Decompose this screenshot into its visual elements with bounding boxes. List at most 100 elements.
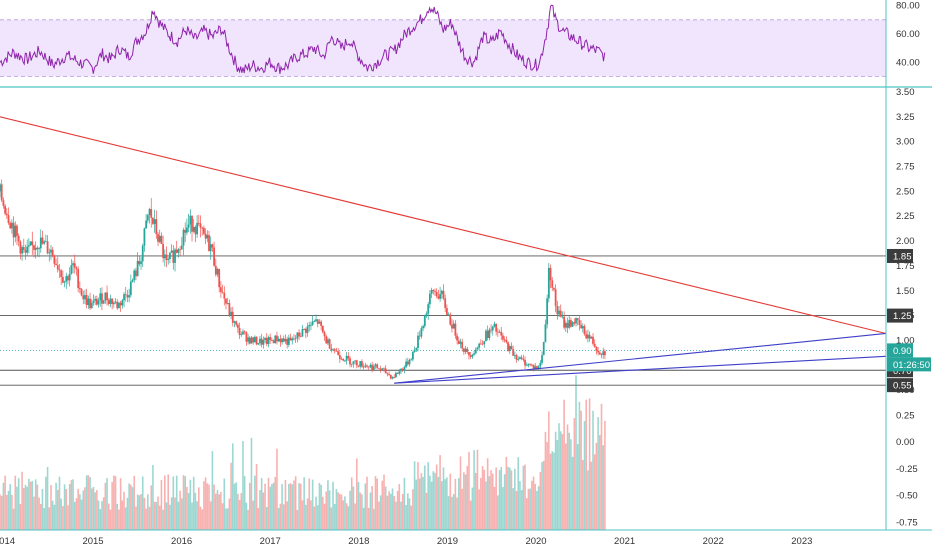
candle-body — [398, 371, 401, 374]
volume-bar — [393, 496, 396, 530]
candle-body — [355, 360, 358, 366]
volume-bar — [157, 496, 159, 530]
volume-tick-label: 0.25 — [896, 410, 915, 421]
time-tick-label: 2015 — [82, 536, 103, 547]
volume-bar — [252, 500, 254, 530]
candle-body — [459, 341, 462, 344]
candle-body — [55, 263, 57, 266]
candle-body — [469, 355, 472, 357]
candle-body — [308, 324, 311, 327]
candle-body — [581, 326, 584, 329]
candle-body — [576, 317, 579, 320]
candle-body — [320, 321, 323, 326]
candle-body — [559, 310, 562, 317]
volume-bar — [565, 443, 567, 530]
candle-body — [169, 252, 171, 260]
candle-body — [338, 355, 341, 359]
volume-bar — [99, 509, 102, 530]
candle-body — [150, 209, 153, 218]
volume-bar — [600, 403, 603, 530]
volume-bar — [259, 490, 261, 530]
volume-bar — [2, 482, 5, 530]
volume-bar — [41, 488, 44, 530]
volume-bar — [58, 476, 61, 530]
candle-body — [479, 343, 482, 345]
candle-body — [597, 350, 600, 353]
candle-body — [573, 322, 576, 324]
volume-bar — [177, 501, 180, 530]
level-tag-bg — [887, 248, 913, 263]
candle-body — [323, 332, 326, 337]
candle-body — [529, 363, 532, 365]
candle-body — [435, 291, 438, 297]
volume-bar — [303, 477, 305, 530]
volume-bar — [101, 501, 103, 530]
volume-bar — [503, 474, 506, 530]
volume-bar — [264, 483, 266, 530]
candle-body — [344, 360, 346, 362]
candle-body — [310, 324, 312, 326]
candle-body — [0, 184, 3, 201]
volume-bar — [328, 490, 331, 530]
candle-body — [507, 342, 509, 351]
candle-body — [167, 259, 170, 261]
candle-body — [259, 338, 261, 344]
candle-body — [163, 254, 166, 259]
candle-body — [473, 353, 475, 355]
level-tag: 1.85 — [887, 248, 913, 263]
volume-bar — [245, 502, 248, 530]
volume-bar — [525, 498, 528, 530]
volume-bar — [260, 478, 263, 530]
candle-body — [291, 338, 294, 341]
volume-bar — [357, 482, 360, 530]
candle-body — [534, 366, 537, 369]
time-tick-label: 2017 — [260, 536, 281, 547]
candle-body — [439, 293, 441, 299]
volume-bar — [575, 375, 577, 530]
candle-body — [209, 244, 212, 252]
candle-body — [405, 361, 408, 367]
candle-body — [201, 227, 204, 229]
candle-body — [213, 247, 215, 266]
candle-body — [503, 339, 506, 341]
candle-body — [82, 295, 85, 300]
candle-body — [191, 215, 193, 232]
level-tag-text: 1.85 — [893, 251, 912, 262]
volume-bar — [452, 494, 455, 530]
volume-bar — [318, 482, 321, 530]
candle-body — [286, 338, 289, 345]
candle-body — [296, 332, 299, 339]
candle-body — [287, 337, 290, 345]
volume-bar — [274, 476, 277, 530]
candle-body — [395, 372, 397, 378]
volume-bar — [390, 493, 392, 530]
candle-body — [124, 294, 127, 295]
volume-bar — [279, 503, 282, 530]
volume-bar — [179, 490, 181, 530]
volume-bar — [104, 482, 107, 530]
volume-bar — [45, 476, 47, 530]
candle-body — [102, 300, 105, 304]
candle-body — [46, 241, 49, 254]
volume-bar — [461, 488, 463, 530]
volume-bar — [573, 418, 576, 530]
candle-body — [522, 358, 525, 360]
volume-bar — [208, 484, 210, 530]
volume-bar — [136, 494, 139, 530]
candle-body — [255, 336, 258, 345]
candle-body — [461, 341, 464, 349]
volume-bar — [170, 497, 173, 530]
candle-body — [51, 249, 54, 257]
candle-body — [143, 228, 146, 246]
volume-bar — [322, 496, 324, 530]
volume-bar — [271, 483, 273, 530]
time-tick-label: 2019 — [437, 536, 458, 547]
volume-bar — [220, 491, 222, 530]
candle-body — [366, 365, 368, 367]
candle-body — [106, 292, 108, 301]
volume-bar — [434, 472, 436, 530]
candle-body — [50, 249, 52, 253]
volume-bar — [527, 488, 530, 530]
candle-body — [116, 301, 119, 309]
